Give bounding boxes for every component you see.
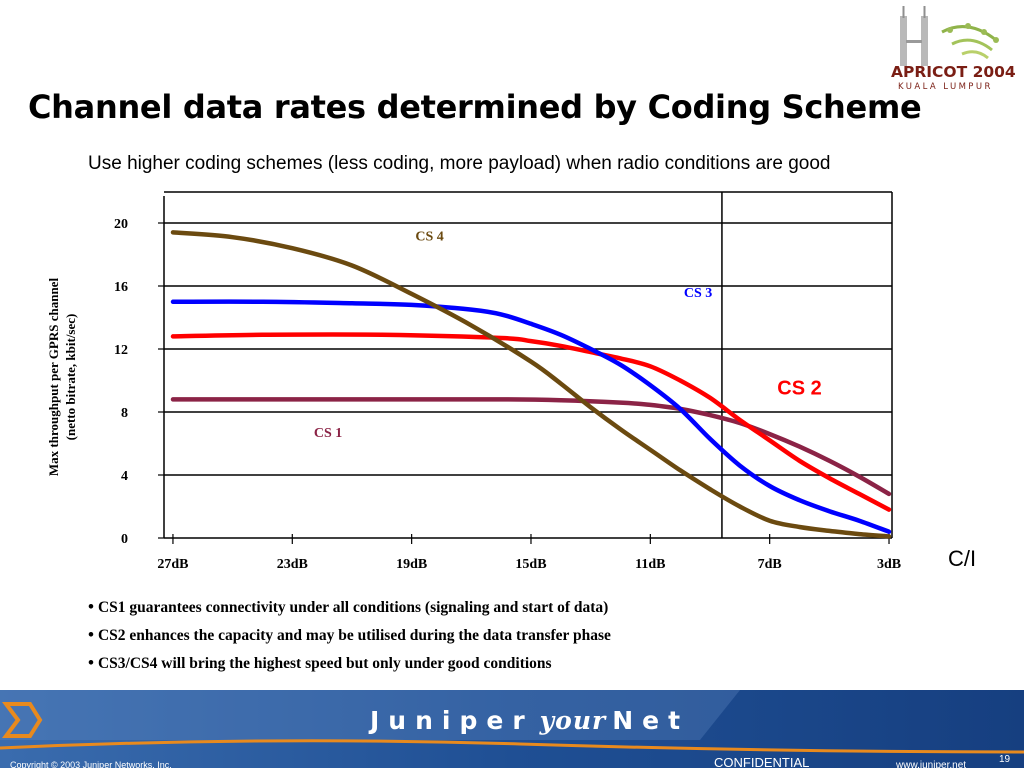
x-tick-label: 15dB bbox=[515, 557, 546, 572]
series-line-cs1 bbox=[170, 397, 892, 497]
juniper-arrow-icon bbox=[2, 702, 43, 738]
bullet-dot: • bbox=[88, 653, 94, 672]
series-label-cs1: CS 1 bbox=[314, 426, 342, 441]
apricot-logo: APRICOT 2004 KUALA LUMPUR bbox=[891, 6, 1016, 92]
x-tick-label: 7dB bbox=[758, 557, 782, 572]
x-axis-title: C/I bbox=[948, 546, 977, 571]
throughput-chart: 0 4 8 12 16 20 27dB 23dB 19dB 15dB 11dB 7dB 3dB CS 4… bbox=[114, 191, 901, 572]
slide-title: Channel data rates determined by Coding … bbox=[28, 88, 922, 126]
x-tick-label: 27dB bbox=[157, 557, 188, 572]
y-tick-label: 16 bbox=[114, 280, 128, 295]
axes: 0 4 8 12 16 20 27dB 23dB 19dB 15dB 11dB 7dB 3dB bbox=[114, 196, 901, 572]
bullet-item: • CS2 enhances the capacity and may be ut… bbox=[88, 624, 611, 652]
series-label-cs4: CS 4 bbox=[415, 229, 443, 244]
series-line-cs2 bbox=[170, 332, 892, 512]
y-tick-label: 20 bbox=[114, 217, 128, 232]
tower-icon bbox=[900, 6, 928, 66]
footer-band bbox=[0, 690, 1024, 768]
y-axis-title: Max throughput per GPRS channel (netto b… bbox=[45, 257, 79, 497]
series-label-cs3: CS 3 bbox=[684, 286, 712, 301]
bullet-text: CS1 guarantees connectivity under all co… bbox=[97, 599, 609, 616]
y-tick-label: 8 bbox=[121, 406, 128, 421]
y-tick-label: 0 bbox=[121, 532, 128, 547]
series-line-cs3 bbox=[170, 299, 892, 534]
confidential-label: CONFIDENTIAL bbox=[714, 755, 810, 770]
series-line-cs4 bbox=[170, 230, 892, 539]
brand-mid: your bbox=[539, 706, 607, 735]
x-tick-label: 19dB bbox=[396, 557, 427, 572]
logo-main-text: APRICOT 2004 bbox=[891, 63, 1016, 81]
y-tick-label: 4 bbox=[121, 469, 128, 484]
bullet-list: • CS1 guarantees connectivity under all c… bbox=[88, 596, 611, 680]
brand-wordmark: Juniper your Net bbox=[370, 706, 689, 735]
y-tick-label: 12 bbox=[114, 343, 128, 358]
y-axis-title-line-1: Max throughput per GPRS channel bbox=[46, 277, 61, 477]
slide-subtitle: Use higher coding schemes (less coding, … bbox=[88, 153, 831, 174]
x-tick-label: 3dB bbox=[877, 557, 901, 572]
logo-sub-text: KUALA LUMPUR bbox=[898, 82, 993, 92]
bullet-item: • CS3/CS4 will bring the highest speed bu… bbox=[88, 652, 611, 680]
copyright-text: Copyright © 2003 Juniper Networks, Inc. bbox=[10, 760, 172, 770]
brand-left: Juniper bbox=[370, 706, 534, 735]
website-link[interactable]: www.juniper.net bbox=[896, 760, 967, 771]
series-label-cs2: CS 2 bbox=[777, 378, 821, 400]
swoosh-decoration bbox=[0, 739, 1024, 754]
brand-right: Net bbox=[612, 706, 690, 735]
bullet-dot: • bbox=[88, 625, 94, 644]
x-tick-label: 23dB bbox=[277, 557, 308, 572]
bullet-text: CS3/CS4 will bring the highest speed but… bbox=[97, 655, 552, 672]
page-number: 19 bbox=[999, 754, 1011, 765]
bullet-item: • CS1 guarantees connectivity under all c… bbox=[88, 596, 611, 624]
grid bbox=[164, 191, 893, 538]
x-tick-label: 11dB bbox=[635, 557, 665, 572]
series-labels: CS 4 CS 3 CS 2 CS 1 bbox=[314, 229, 822, 441]
y-axis-title-line-2: (netto bitrate, kbit/sec) bbox=[63, 313, 78, 441]
bullet-text: CS2 enhances the capacity and may be uti… bbox=[97, 627, 611, 644]
series bbox=[170, 230, 892, 539]
bullet-dot: • bbox=[88, 597, 94, 616]
